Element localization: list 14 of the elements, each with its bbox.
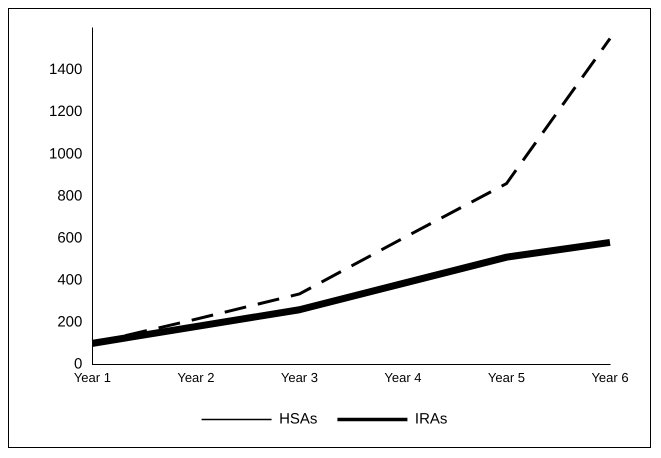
y-tick-label: 1000 <box>48 145 82 162</box>
y-tick-label: 400 <box>57 271 82 288</box>
y-tick-label: 200 <box>57 313 82 330</box>
x-tick-label: Year 3 <box>280 370 318 385</box>
y-tick-label: 600 <box>57 229 82 246</box>
legend-label: IRAs <box>414 410 448 428</box>
x-tick-label: Year 2 <box>177 370 214 385</box>
y-tick-label: 1200 <box>48 103 82 120</box>
legend-label: HSAs <box>279 410 318 428</box>
y-tick-label: 1400 <box>48 61 82 78</box>
x-tick-label: Year 5 <box>488 370 526 385</box>
y-tick-label: 800 <box>57 187 82 204</box>
x-tick-label: Year 6 <box>591 370 629 385</box>
x-tick-label: Year 4 <box>384 370 422 385</box>
